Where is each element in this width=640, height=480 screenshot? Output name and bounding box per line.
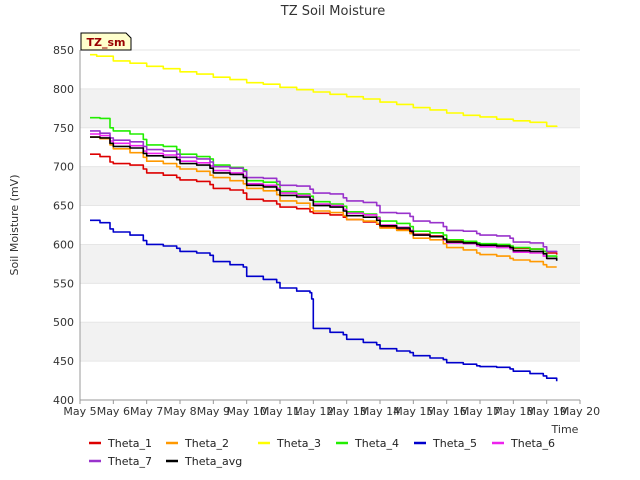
x-tick-label: May 13: [327, 405, 367, 418]
legend-label-theta-7: Theta_7: [107, 455, 152, 468]
legend-label-theta-4: Theta_4: [354, 437, 399, 450]
y-tick-label: 650: [53, 200, 74, 213]
badge-label: TZ_sm: [87, 36, 126, 49]
y-tick-label: 600: [53, 238, 74, 251]
y-tick-label: 800: [53, 83, 74, 96]
x-tick-label: May 15: [393, 405, 433, 418]
series-line-theta-2: [90, 136, 557, 268]
series-line-theta-5: [90, 219, 558, 382]
x-tick-label: May 5: [63, 405, 96, 418]
y-tick-label: 850: [53, 44, 74, 57]
legend-label-theta-1: Theta_1: [107, 437, 152, 450]
y-tick-label: 400: [53, 394, 74, 407]
y-tick-label: 700: [53, 161, 74, 174]
y-axis-title: Soil Moisture (mV): [8, 175, 21, 276]
y-tick-label: 550: [53, 277, 74, 290]
x-tick-label: May 18: [493, 405, 533, 418]
legend-label-theta-2: Theta_2: [184, 437, 229, 450]
series-lines: [90, 53, 558, 382]
chart-title: TZ Soil Moisture: [280, 4, 386, 19]
y-tick-label: 450: [53, 355, 74, 368]
legend-label-theta-6: Theta_6: [510, 437, 555, 450]
x-tick-label: May 20: [560, 405, 600, 418]
x-axis-title: Time: [551, 423, 579, 436]
y-tick-label: 500: [53, 316, 74, 329]
chart-badge: TZ_sm: [80, 32, 132, 51]
badge-box: [80, 32, 132, 51]
x-tick-label: May 17: [460, 405, 500, 418]
grid-band: [80, 88, 580, 128]
legend: Theta_1 Theta_2 Theta_3 Theta_4 Theta_5 Theta…: [89, 437, 555, 468]
series-line-theta-avg: [90, 136, 558, 261]
x-tick-label: May 14: [360, 405, 400, 418]
x-tick-label: May 7: [130, 405, 163, 418]
y-tick-label: 750: [53, 122, 74, 135]
series-line-theta-7: [90, 130, 558, 253]
x-tick-label: May 11: [260, 405, 300, 418]
x-tick-label: May 8: [163, 405, 196, 418]
x-tick-label: May 19: [527, 405, 567, 418]
legend-label-theta-avg: Theta_avg: [184, 455, 242, 468]
series-line-theta-4: [90, 116, 558, 258]
x-tick-label: May 10: [227, 405, 267, 418]
x-tick-label: May 9: [197, 405, 230, 418]
x-tick-label: May 12: [293, 405, 333, 418]
x-tick-label: May 16: [427, 405, 467, 418]
x-tick-label: May 6: [97, 405, 130, 418]
series-line-theta-3: [90, 53, 558, 127]
legend-label-theta-5: Theta_5: [432, 437, 477, 450]
plot-background: [79, 49, 580, 401]
legend-label-theta-3: Theta_3: [276, 437, 321, 450]
grid-band: [80, 244, 580, 284]
series-line-theta-6: [90, 133, 558, 260]
y-axis: 400 450 500 550 600 650 700 750 800 850: [53, 44, 74, 407]
